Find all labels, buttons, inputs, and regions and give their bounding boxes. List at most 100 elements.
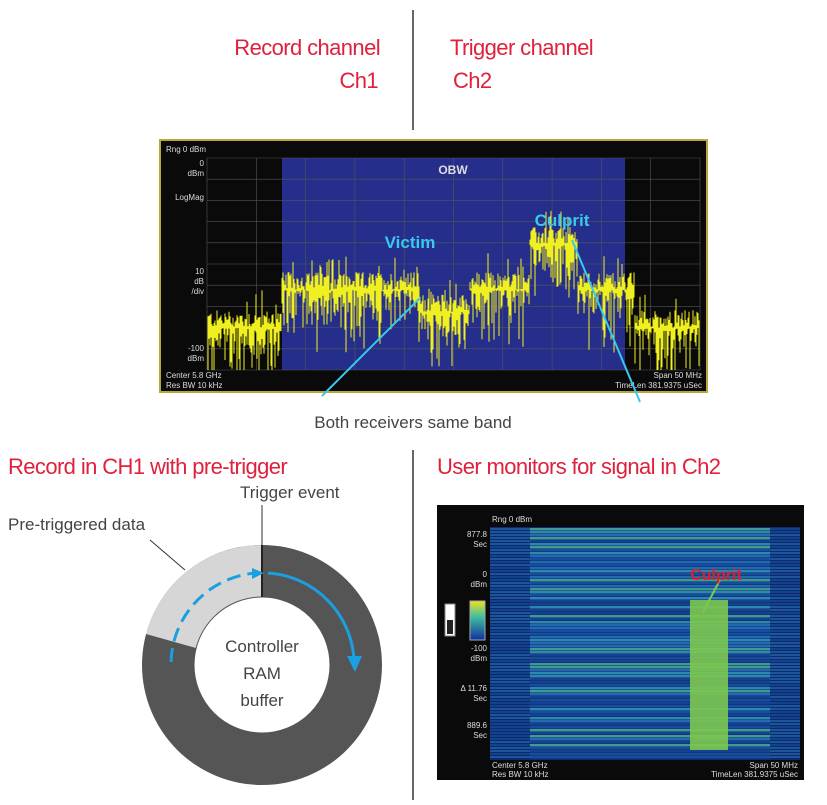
band: [530, 738, 770, 741]
band: [490, 675, 530, 677]
band: [530, 717, 770, 720]
band: [490, 708, 530, 710]
band: [490, 573, 530, 575]
band: [530, 555, 770, 558]
trigger-channel: Trigger channel: [450, 35, 593, 60]
y-label: LogMag: [175, 193, 204, 202]
band: [530, 543, 770, 546]
band: [490, 549, 530, 551]
band: [530, 735, 770, 738]
band: [530, 732, 770, 735]
band: [770, 732, 800, 734]
band: [770, 585, 800, 587]
band: [770, 651, 800, 653]
band: [490, 603, 530, 605]
band: [490, 744, 530, 746]
band: [770, 672, 800, 674]
band: [530, 711, 770, 714]
band: [530, 603, 770, 606]
band: [490, 666, 530, 668]
y-label: 0: [483, 570, 488, 579]
band: [770, 561, 800, 563]
y-label: Δ 11.76: [460, 684, 487, 693]
band: [530, 714, 770, 717]
band: [770, 720, 800, 722]
band: [530, 660, 770, 663]
band: [770, 543, 800, 545]
band: [770, 696, 800, 698]
band: [530, 705, 770, 708]
color-bar: [470, 601, 485, 640]
y-label: 889.6: [467, 721, 488, 730]
band: [490, 534, 530, 536]
band: [490, 756, 530, 758]
monitor-heading: User monitors for signal in Ch2: [437, 454, 721, 479]
band: [770, 528, 800, 530]
y-label: 877.8: [467, 530, 488, 539]
band: [770, 735, 800, 737]
band: [770, 612, 800, 614]
band: [770, 627, 800, 629]
band: [530, 642, 770, 645]
band: [490, 669, 530, 671]
band: [530, 531, 770, 534]
band: [490, 648, 530, 650]
band: [770, 690, 800, 692]
band: [530, 606, 770, 609]
band: [530, 690, 770, 693]
band: [490, 699, 530, 701]
band: [770, 660, 800, 662]
band: [490, 537, 530, 539]
band: [530, 684, 770, 687]
figure: Record channel Ch1 Trigger channel Ch2 R…: [0, 0, 827, 805]
band: [770, 714, 800, 716]
band: [490, 663, 530, 665]
buffer-line: RAM: [243, 664, 281, 683]
band: [530, 615, 770, 618]
buffer-line: buffer: [240, 691, 284, 710]
band: [770, 639, 800, 641]
band: [530, 756, 770, 759]
band: [530, 636, 770, 639]
band: [490, 627, 530, 629]
band: [770, 726, 800, 728]
band: [770, 666, 800, 668]
band: [770, 663, 800, 665]
band: [530, 597, 770, 600]
culprit-label: Culprit: [535, 211, 590, 230]
band: [770, 549, 800, 551]
leader: [150, 540, 185, 570]
band: [490, 693, 530, 695]
band: [490, 615, 530, 617]
trigger-event-label: Trigger event: [240, 483, 340, 502]
band: [770, 636, 800, 638]
band: [530, 618, 770, 621]
band: [770, 723, 800, 725]
band: [770, 624, 800, 626]
band: [770, 744, 800, 746]
band: [490, 681, 530, 683]
band: [490, 588, 530, 590]
center: Center 5.8 GHz: [166, 371, 222, 380]
band: [490, 657, 530, 659]
band: [490, 678, 530, 680]
band: [530, 720, 770, 723]
band: [490, 726, 530, 728]
band: [490, 750, 530, 752]
band: [530, 687, 770, 690]
band: [770, 648, 800, 650]
band: [490, 558, 530, 560]
range: Rng 0 dBm: [166, 145, 206, 154]
band: [770, 609, 800, 611]
band: [490, 705, 530, 707]
band: [530, 591, 770, 594]
buffer-line: Controller: [225, 637, 299, 656]
band: [530, 663, 770, 666]
band: [770, 738, 800, 740]
y-label: dB: [194, 277, 204, 286]
record-heading: Record in CH1 with pre-trigger: [8, 454, 287, 479]
band: [530, 645, 770, 648]
band: [530, 708, 770, 711]
band: [770, 711, 800, 713]
band: [770, 615, 800, 617]
